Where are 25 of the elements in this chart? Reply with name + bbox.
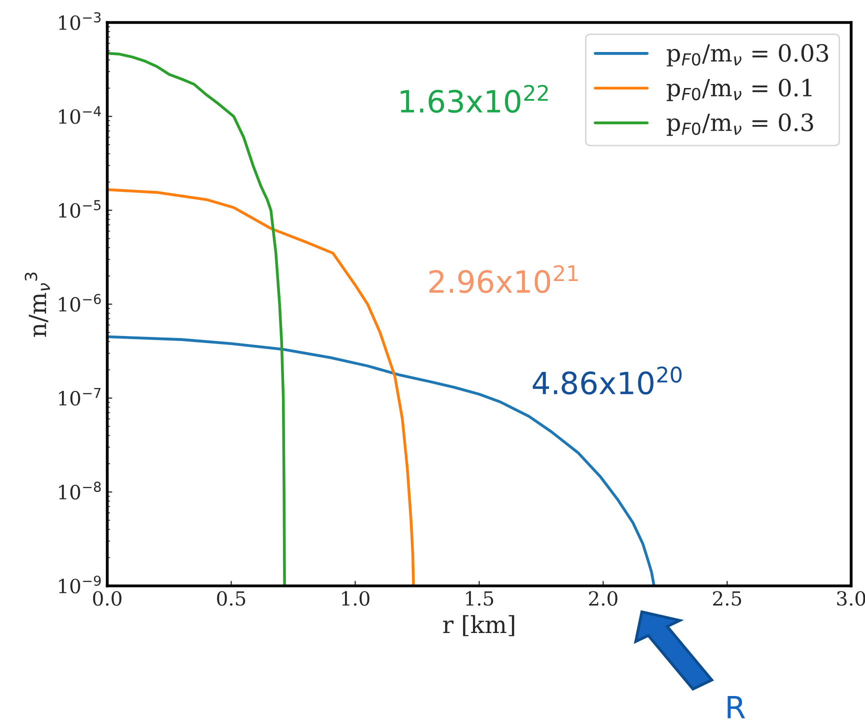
text: R: [728, 696, 746, 718]
annotation: 2.96x10$^{21}$: [429, 265, 578, 294]
x-tick-label: 0.5: [217, 591, 246, 606]
annotation: 1.63x10$^{22}$: [400, 84, 548, 113]
x-tick-label: 2.5: [713, 591, 742, 606]
y-tick-label: 10$^{−3}$: [59, 12, 101, 30]
line-series: [107, 335, 656, 586]
y-axis-title: n/m$_{ν}$$^{3}$: [24, 272, 50, 337]
y-tick-label: 10$^{−4}$: [59, 106, 101, 124]
y-tick-label: 10$^{−5}$: [59, 200, 101, 218]
legend-label: p$_{F0}$/m$_{ν}$ = 0.03: [666, 44, 828, 66]
legend-label: p$_{F0}$/m$_{ν}$ = 0.3: [666, 113, 814, 136]
line-series: [107, 188, 415, 586]
x-tick-label: 1.0: [342, 591, 370, 606]
line-series: [107, 52, 286, 586]
x-tick-label: 0.0: [93, 591, 122, 606]
x-axis-title: r [km]: [443, 615, 514, 636]
x-tick-label: 2.0: [589, 591, 618, 606]
y-tick-label: 10$^{−7}$: [59, 388, 101, 406]
y-tick-label: 10$^{−8}$: [59, 482, 101, 500]
y-tick-label: 10$^{−6}$: [59, 294, 101, 312]
x-tick-label: 1.5: [466, 591, 494, 606]
x-tick-label: 3.0: [837, 591, 865, 606]
annotation: 4.86x10$^{20}$: [532, 366, 682, 395]
legend-label: p$_{F0}$/m$_{ν}$ = 0.1: [666, 78, 812, 102]
